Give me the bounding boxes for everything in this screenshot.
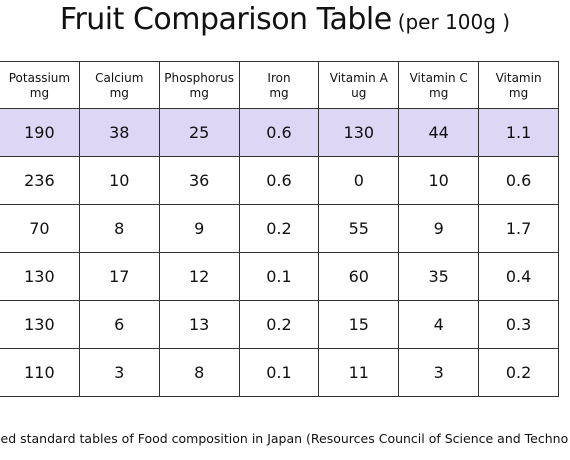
- table-cell: 44: [398, 108, 480, 157]
- table-cell: 0.4: [478, 252, 559, 301]
- column-name: Vitamin: [495, 70, 542, 85]
- table-cell: 11: [318, 348, 400, 397]
- column-name: Iron: [267, 70, 291, 85]
- table-row: 110 3 8 0.1 11 3 0.2: [0, 348, 559, 397]
- table-cell: 0.6: [238, 108, 320, 157]
- table-cell: 10: [398, 156, 480, 205]
- table-cell: 0.6: [238, 156, 320, 205]
- table-cell: 110: [0, 348, 80, 397]
- table-cell: 6: [78, 300, 160, 349]
- table-cell: 0.2: [238, 300, 320, 349]
- table-cell: 13: [158, 300, 240, 349]
- column-unit: mg: [429, 85, 449, 100]
- table-cell: 130: [0, 252, 80, 301]
- column-name: Calcium: [95, 70, 144, 85]
- column-unit: mg: [29, 85, 50, 100]
- table-cell: 38: [78, 108, 160, 157]
- header-cell: Vitamin mg: [478, 61, 559, 109]
- fruit-comparison-table: Potassium mg Calcium mg Phosphorus mg Iron m…: [0, 61, 559, 397]
- table-cell: 9: [398, 204, 480, 253]
- column-name: Vitamin C: [409, 70, 468, 85]
- table-row: 130 17 12 0.1 60 35 0.4: [0, 252, 559, 301]
- table-cell: 0: [318, 156, 400, 205]
- table-cell: 236: [0, 156, 80, 205]
- table-cell: 4: [398, 300, 480, 349]
- header-row: Potassium mg Calcium mg Phosphorus mg Iron m…: [0, 61, 559, 109]
- table-cell: 70: [0, 204, 80, 253]
- column-name: Phosphorus: [164, 70, 235, 85]
- table-cell: 1.1: [478, 108, 559, 157]
- table-cell: 15: [318, 300, 400, 349]
- table-row: 130 6 13 0.2 15 4 0.3: [0, 300, 559, 349]
- table-cell: 0.1: [238, 348, 320, 397]
- table-row: 190 38 25 0.6 130 44 1.1: [0, 108, 559, 157]
- table-cell: 8: [78, 204, 160, 253]
- table-cell: 3: [398, 348, 480, 397]
- header-cell: Iron mg: [238, 61, 320, 109]
- table-cell: 3: [78, 348, 160, 397]
- column-unit: mg: [508, 85, 529, 100]
- table-cell: 17: [78, 252, 160, 301]
- table-title: Fruit Comparison Table (per 100g ): [0, 2, 570, 37]
- column-unit: ug: [351, 85, 367, 100]
- header-cell: Potassium mg: [0, 61, 80, 109]
- table-cell: 0.1: [238, 252, 320, 301]
- table-cell: 12: [158, 252, 240, 301]
- title-sub: (per 100g ): [397, 10, 511, 34]
- table-cell: 0.3: [478, 300, 559, 349]
- table-cell: 25: [158, 108, 240, 157]
- column-unit: mg: [189, 85, 209, 100]
- table-cell: 10: [78, 156, 160, 205]
- table-cell: 8: [158, 348, 240, 397]
- table-cell: 9: [158, 204, 240, 253]
- header-cell: Calcium mg: [78, 61, 160, 109]
- table-cell: 0.2: [238, 204, 320, 253]
- table-cell: 130: [318, 108, 400, 157]
- column-name: Vitamin A: [329, 70, 388, 85]
- table-cell: 190: [0, 108, 80, 157]
- column-unit: mg: [269, 85, 289, 100]
- table-row: 236 10 36 0.6 0 10 0.6: [0, 156, 559, 205]
- table-cell: 130: [0, 300, 80, 349]
- source-footnote: sed standard tables of Food composition …: [0, 431, 569, 446]
- table-row: 70 8 9 0.2 55 9 1.7: [0, 204, 559, 253]
- table-cell: 0.6: [478, 156, 559, 205]
- table-cell: 55: [318, 204, 400, 253]
- column-name: Potassium: [8, 70, 71, 85]
- table-cell: 1.7: [478, 204, 559, 253]
- table-cell: 0.2: [478, 348, 559, 397]
- table-cell: 36: [158, 156, 240, 205]
- table-cell: 60: [318, 252, 400, 301]
- table-cell: 35: [398, 252, 480, 301]
- column-unit: mg: [109, 85, 129, 100]
- title-main: Fruit Comparison Table: [59, 2, 392, 37]
- header-cell: Phosphorus mg: [158, 61, 240, 109]
